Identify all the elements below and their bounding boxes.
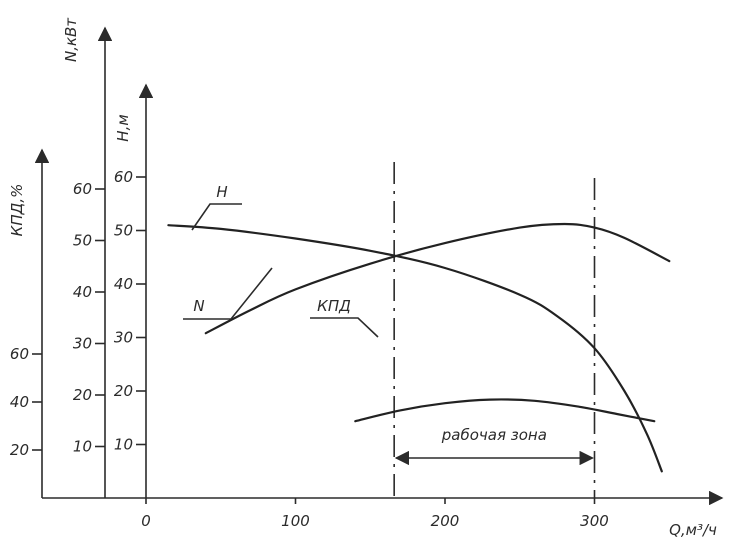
callout-kpd-leader <box>310 317 379 338</box>
kpd-axis-ticks: 20 40 60 <box>10 345 42 459</box>
x-tick-label: 100 <box>281 512 310 530</box>
h-axis-title: H,м <box>114 114 132 141</box>
kpd-tick-label: 60 <box>10 345 29 363</box>
callout-n-label: N <box>193 297 204 315</box>
n-tick-label: 40 <box>73 283 92 301</box>
work-zone: рабочая зона <box>393 162 596 498</box>
x-tick-label: 300 <box>580 512 609 530</box>
kpd-tick-label: 40 <box>10 393 29 411</box>
callout-kpd-label: КПД <box>317 297 351 315</box>
curve-n <box>204 222 671 335</box>
n-axis-ticks: 10 20 30 40 50 60 <box>73 180 105 456</box>
callout-h-label: H <box>216 183 227 201</box>
curve-h <box>167 224 663 473</box>
h-axis-ticks: 10 20 30 40 50 60 <box>114 168 146 454</box>
curve-kpd <box>354 398 656 423</box>
callout-kpd: КПД <box>310 297 379 338</box>
n-tick-label: 10 <box>73 438 92 456</box>
callout-n-leader <box>183 267 273 320</box>
n-tick-label: 50 <box>73 232 92 250</box>
callout-h: H <box>191 183 242 231</box>
work-zone-label: рабочая зона <box>441 426 547 444</box>
h-tick-label: 40 <box>114 275 133 293</box>
h-tick-label: 60 <box>114 168 133 186</box>
x-tick-label: 200 <box>431 512 460 530</box>
h-tick-label: 30 <box>114 329 133 347</box>
h-tick-label: 10 <box>114 436 133 454</box>
h-tick-label: 20 <box>114 382 133 400</box>
x-axis-title: Q,м³/ч <box>669 521 717 539</box>
x-tick-label: 0 <box>141 512 151 530</box>
n-tick-label: 20 <box>73 386 92 404</box>
n-axis-title: N,кВт <box>62 17 80 62</box>
kpd-axis-title: КПД,% <box>8 184 26 237</box>
n-tick-label: 30 <box>73 335 92 353</box>
n-tick-label: 60 <box>73 180 92 198</box>
h-tick-label: 50 <box>114 222 133 240</box>
callout-h-leader <box>191 203 242 231</box>
x-axis-ticks: 0 100 200 300 <box>141 498 609 530</box>
kpd-tick-label: 20 <box>10 441 29 459</box>
callout-n: N <box>183 267 273 320</box>
